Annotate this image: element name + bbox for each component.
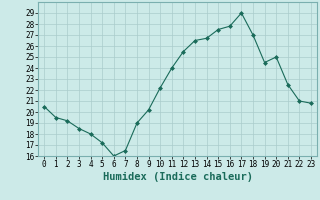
- X-axis label: Humidex (Indice chaleur): Humidex (Indice chaleur): [103, 172, 252, 182]
